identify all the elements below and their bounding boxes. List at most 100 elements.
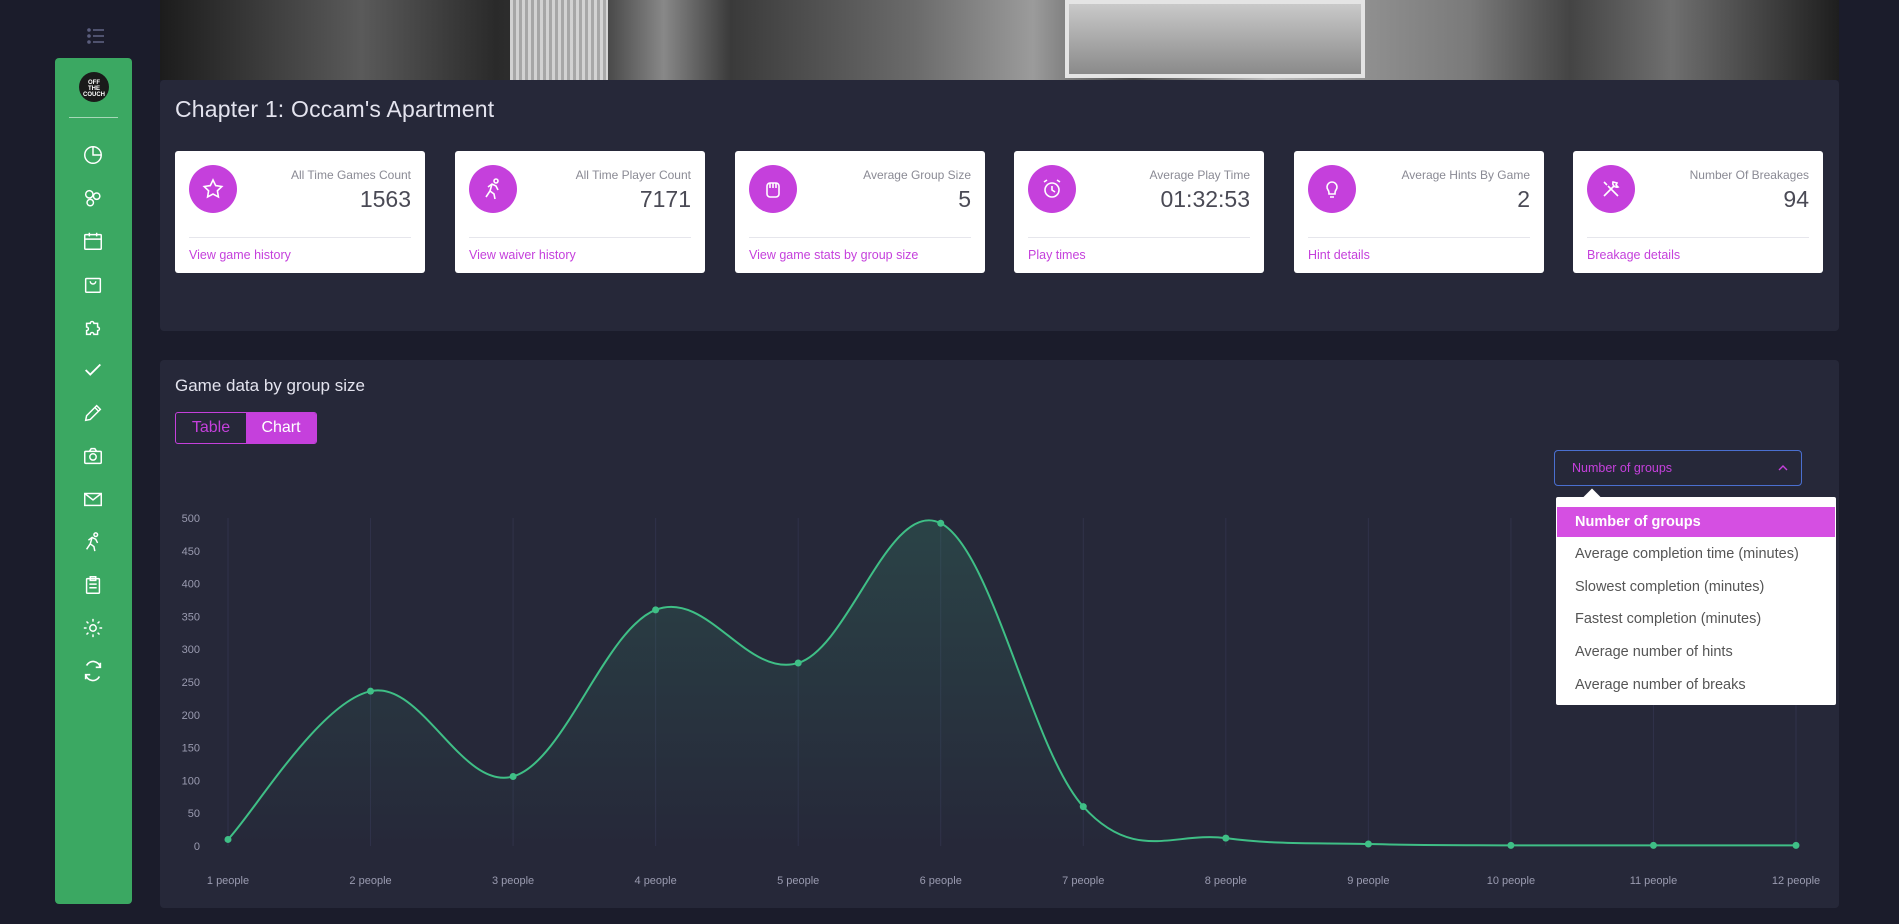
card-divider xyxy=(1587,237,1809,238)
y-tick-label: 500 xyxy=(182,513,200,525)
series-area xyxy=(228,520,1796,846)
x-tick-label: 8 people xyxy=(1205,875,1247,887)
y-tick-label: 100 xyxy=(182,775,200,787)
data-point xyxy=(224,835,232,843)
data-point xyxy=(794,659,802,667)
chevron-up-icon xyxy=(1778,465,1788,471)
fist-icon xyxy=(749,165,797,213)
data-point xyxy=(937,519,945,527)
hint-details-link[interactable]: Hint details xyxy=(1308,248,1370,262)
brand-logo[interactable]: OFF THE COUCH xyxy=(79,72,109,102)
stat-card-hints: Average Hints By Game 2 Hint details xyxy=(1294,151,1544,273)
sidebar-divider xyxy=(69,117,118,118)
x-tick-label: 2 people xyxy=(349,875,391,887)
stat-value: 94 xyxy=(1783,186,1809,212)
y-tick-label: 250 xyxy=(182,677,200,689)
metric-dropdown-menu: Number of groups Average completion time… xyxy=(1556,488,1836,705)
card-divider xyxy=(469,237,691,238)
view-game-history-link[interactable]: View game history xyxy=(189,248,291,262)
x-tick-label: 11 people xyxy=(1630,875,1678,887)
stat-card-breakages: Number Of Breakages 94 Breakage details xyxy=(1573,151,1823,273)
gear-icon[interactable] xyxy=(82,617,104,639)
stat-value: 01:32:53 xyxy=(1160,186,1250,212)
table-view-button[interactable]: Table xyxy=(191,419,231,436)
metric-option[interactable]: Number of groups xyxy=(1557,507,1835,537)
stat-label: Average Play Time xyxy=(1149,168,1251,182)
metric-option[interactable]: Average number of breaks xyxy=(1575,677,1746,693)
banner-window-detail xyxy=(1065,0,1365,78)
y-tick-label: 350 xyxy=(182,611,200,623)
stat-card-group-size: Average Group Size 5 View game stats by … xyxy=(735,151,985,273)
tools-icon xyxy=(1587,165,1635,213)
metric-option[interactable]: Average number of hints xyxy=(1575,644,1733,660)
runner-icon[interactable] xyxy=(82,531,104,553)
data-point xyxy=(1792,841,1800,849)
y-tick-label: 50 xyxy=(188,808,200,820)
runner-icon xyxy=(469,165,517,213)
sidebar: OFF THE COUCH xyxy=(55,58,132,904)
card-divider xyxy=(1028,237,1250,238)
card-divider xyxy=(189,237,411,238)
stat-card-play-time: Average Play Time 01:32:53 Play times xyxy=(1014,151,1264,273)
data-point xyxy=(1364,840,1372,848)
y-tick-label: 450 xyxy=(182,546,200,558)
star-icon xyxy=(189,165,237,213)
menu-toggle-icon[interactable] xyxy=(86,26,106,46)
card-divider xyxy=(1308,237,1530,238)
x-tick-label: 1 people xyxy=(207,875,249,887)
pencil-icon[interactable] xyxy=(82,402,104,424)
x-tick-label: 7 people xyxy=(1062,875,1104,887)
view-waiver-history-link[interactable]: View waiver history xyxy=(469,248,576,262)
x-tick-label: 10 people xyxy=(1487,875,1535,887)
y-tick-label: 150 xyxy=(182,743,200,755)
stat-value: 7171 xyxy=(639,186,691,212)
metric-select[interactable]: Number of groups xyxy=(1554,450,1802,486)
data-point xyxy=(1507,841,1515,849)
alarm-clock-icon xyxy=(1028,165,1076,213)
metric-select-value: Number of groups xyxy=(1572,461,1673,475)
check-icon[interactable] xyxy=(82,359,104,381)
x-tick-label: 3 people xyxy=(492,875,534,887)
stat-label: All Time Games Count xyxy=(290,168,411,182)
play-times-link[interactable]: Play times xyxy=(1028,248,1086,262)
refresh-icon[interactable] xyxy=(82,660,104,682)
stats-panel xyxy=(160,80,1839,331)
pie-chart-icon[interactable] xyxy=(82,144,104,166)
stat-card-player-count: All Time Player Count 7171 View waiver h… xyxy=(455,151,705,273)
metric-option[interactable]: Fastest completion (minutes) xyxy=(1575,611,1762,627)
stat-label: All Time Player Count xyxy=(575,168,691,182)
view-toggle: Table Chart xyxy=(175,412,317,444)
groups-icon[interactable] xyxy=(82,187,104,209)
series-line xyxy=(227,519,1796,847)
stat-value: 1563 xyxy=(359,186,411,212)
y-tick-label: 300 xyxy=(182,644,200,656)
breakage-details-link[interactable]: Breakage details xyxy=(1587,248,1681,262)
x-tick-label: 12 people xyxy=(1772,875,1820,887)
section-title: Game data by group size xyxy=(175,376,365,395)
data-point xyxy=(1079,803,1087,811)
x-tick-label: 5 people xyxy=(777,875,819,887)
group-size-line-chart: 0 50 100 150 200 250 300 350 400 450 500 1 people 2 … xyxy=(182,513,1821,887)
camera-icon[interactable] xyxy=(82,445,104,467)
stat-label: Number Of Breakages xyxy=(1689,168,1809,182)
mail-icon[interactable] xyxy=(82,488,104,510)
data-point xyxy=(652,606,660,614)
x-tick-label: 9 people xyxy=(1347,875,1389,887)
data-point xyxy=(1222,834,1230,842)
stat-value: 2 xyxy=(1517,186,1530,212)
data-point xyxy=(509,772,517,780)
chart-view-button[interactable]: Chart xyxy=(246,413,316,443)
metric-option[interactable]: Slowest completion (minutes) xyxy=(1575,579,1765,595)
x-tick-label: 4 people xyxy=(635,875,677,887)
y-tick-label: 0 xyxy=(194,841,200,853)
bag-icon[interactable] xyxy=(82,273,104,295)
stat-label: Average Group Size xyxy=(863,168,971,182)
puzzle-icon[interactable] xyxy=(82,316,104,338)
metric-option[interactable]: Average completion time (minutes) xyxy=(1575,546,1799,562)
view-group-size-stats-link[interactable]: View game stats by group size xyxy=(749,248,919,262)
calendar-icon[interactable] xyxy=(82,230,104,252)
stat-value: 5 xyxy=(958,186,971,212)
stat-card-games-count: All Time Games Count 1563 View game hist… xyxy=(175,151,425,273)
clipboard-icon[interactable] xyxy=(82,574,104,596)
banner-paper-detail xyxy=(510,0,608,80)
